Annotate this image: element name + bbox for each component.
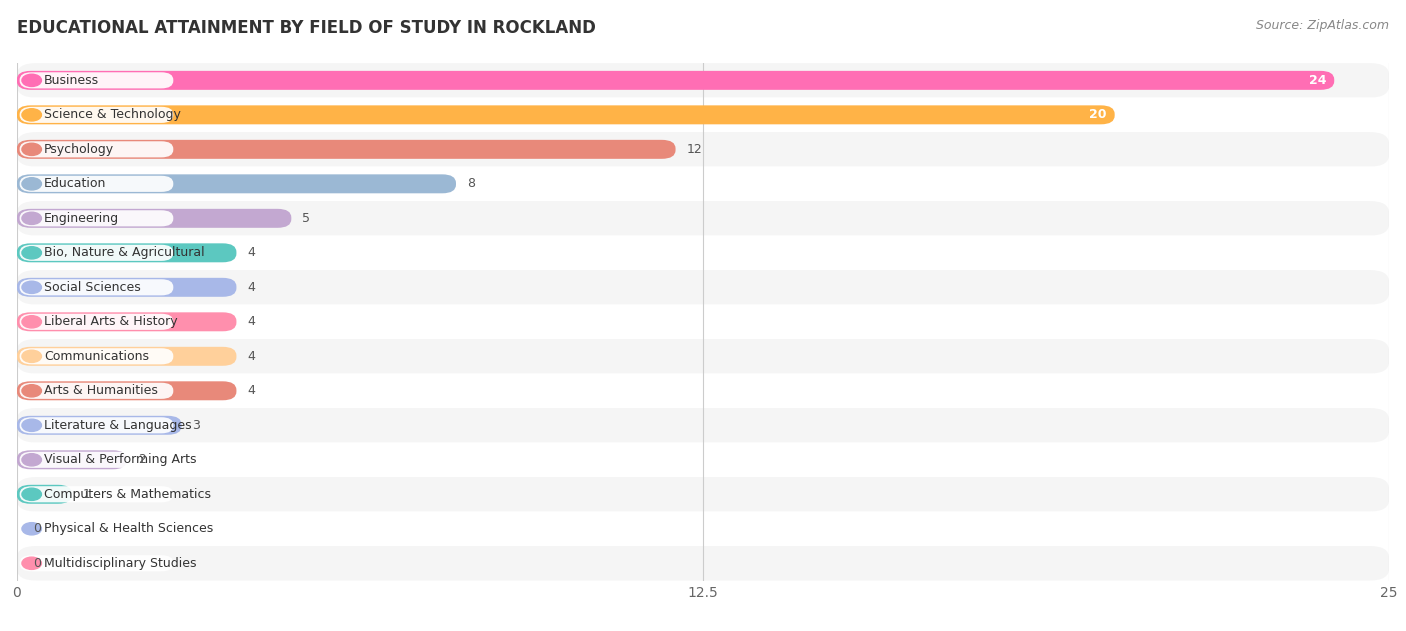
Text: Physical & Health Sciences: Physical & Health Sciences — [44, 522, 214, 535]
FancyBboxPatch shape — [17, 244, 236, 262]
FancyBboxPatch shape — [17, 174, 456, 193]
FancyBboxPatch shape — [17, 546, 1389, 581]
Circle shape — [22, 522, 41, 535]
Text: 2: 2 — [138, 453, 145, 466]
FancyBboxPatch shape — [17, 339, 1389, 374]
Text: EDUCATIONAL ATTAINMENT BY FIELD OF STUDY IN ROCKLAND: EDUCATIONAL ATTAINMENT BY FIELD OF STUDY… — [17, 19, 596, 37]
FancyBboxPatch shape — [17, 408, 1389, 442]
FancyBboxPatch shape — [17, 140, 675, 159]
FancyBboxPatch shape — [17, 167, 1389, 201]
Text: 4: 4 — [247, 246, 256, 259]
FancyBboxPatch shape — [17, 132, 1389, 167]
Text: 4: 4 — [247, 384, 256, 398]
Circle shape — [22, 247, 41, 259]
FancyBboxPatch shape — [17, 270, 1389, 305]
Text: Arts & Humanities: Arts & Humanities — [44, 384, 157, 398]
Circle shape — [22, 557, 41, 569]
FancyBboxPatch shape — [20, 383, 173, 399]
FancyBboxPatch shape — [17, 105, 1115, 124]
FancyBboxPatch shape — [20, 141, 173, 157]
Text: 5: 5 — [302, 212, 311, 225]
FancyBboxPatch shape — [20, 555, 173, 571]
FancyBboxPatch shape — [20, 245, 173, 261]
Circle shape — [22, 350, 41, 362]
Text: 4: 4 — [247, 281, 256, 294]
Text: 8: 8 — [467, 177, 475, 191]
Text: Bio, Nature & Agricultural: Bio, Nature & Agricultural — [44, 246, 204, 259]
FancyBboxPatch shape — [17, 477, 1389, 512]
Text: 4: 4 — [247, 316, 256, 328]
FancyBboxPatch shape — [20, 487, 173, 502]
Circle shape — [22, 74, 41, 86]
FancyBboxPatch shape — [17, 71, 1334, 90]
Text: 24: 24 — [1309, 74, 1326, 87]
Text: 3: 3 — [193, 419, 201, 432]
FancyBboxPatch shape — [20, 314, 173, 330]
Text: Business: Business — [44, 74, 98, 87]
FancyBboxPatch shape — [17, 63, 1389, 98]
FancyBboxPatch shape — [20, 73, 173, 88]
FancyBboxPatch shape — [17, 312, 236, 331]
FancyBboxPatch shape — [20, 107, 173, 123]
Text: Social Sciences: Social Sciences — [44, 281, 141, 294]
FancyBboxPatch shape — [20, 176, 173, 192]
FancyBboxPatch shape — [17, 201, 1389, 235]
Circle shape — [22, 109, 41, 121]
Text: 20: 20 — [1088, 109, 1107, 121]
FancyBboxPatch shape — [17, 278, 236, 297]
Circle shape — [22, 454, 41, 466]
Circle shape — [22, 316, 41, 328]
Circle shape — [22, 178, 41, 190]
FancyBboxPatch shape — [20, 452, 173, 468]
Circle shape — [22, 212, 41, 225]
Text: Engineering: Engineering — [44, 212, 120, 225]
Text: 12: 12 — [686, 143, 702, 156]
Text: Liberal Arts & History: Liberal Arts & History — [44, 316, 177, 328]
Circle shape — [22, 419, 41, 432]
FancyBboxPatch shape — [20, 210, 173, 227]
Circle shape — [22, 143, 41, 155]
FancyBboxPatch shape — [17, 442, 1389, 477]
FancyBboxPatch shape — [17, 305, 1389, 339]
FancyBboxPatch shape — [20, 348, 173, 364]
FancyBboxPatch shape — [17, 98, 1389, 132]
Circle shape — [22, 488, 41, 500]
Text: 1: 1 — [83, 488, 90, 501]
Text: Literature & Languages: Literature & Languages — [44, 419, 191, 432]
Text: Visual & Performing Arts: Visual & Performing Arts — [44, 453, 197, 466]
FancyBboxPatch shape — [17, 381, 236, 400]
Text: Multidisciplinary Studies: Multidisciplinary Studies — [44, 557, 197, 570]
Text: 0: 0 — [34, 557, 41, 570]
Circle shape — [22, 281, 41, 293]
FancyBboxPatch shape — [17, 374, 1389, 408]
Text: Education: Education — [44, 177, 105, 191]
FancyBboxPatch shape — [17, 416, 181, 435]
Text: 4: 4 — [247, 350, 256, 363]
FancyBboxPatch shape — [17, 209, 291, 228]
Text: Psychology: Psychology — [44, 143, 114, 156]
Text: 0: 0 — [34, 522, 41, 535]
FancyBboxPatch shape — [17, 347, 236, 366]
Text: Communications: Communications — [44, 350, 149, 363]
FancyBboxPatch shape — [17, 512, 1389, 546]
FancyBboxPatch shape — [17, 235, 1389, 270]
FancyBboxPatch shape — [17, 451, 127, 469]
Text: Source: ZipAtlas.com: Source: ZipAtlas.com — [1256, 19, 1389, 32]
FancyBboxPatch shape — [20, 521, 173, 537]
Text: Computers & Mathematics: Computers & Mathematics — [44, 488, 211, 501]
FancyBboxPatch shape — [20, 417, 173, 433]
FancyBboxPatch shape — [17, 485, 72, 504]
Text: Science & Technology: Science & Technology — [44, 109, 180, 121]
Circle shape — [22, 385, 41, 397]
FancyBboxPatch shape — [20, 280, 173, 295]
